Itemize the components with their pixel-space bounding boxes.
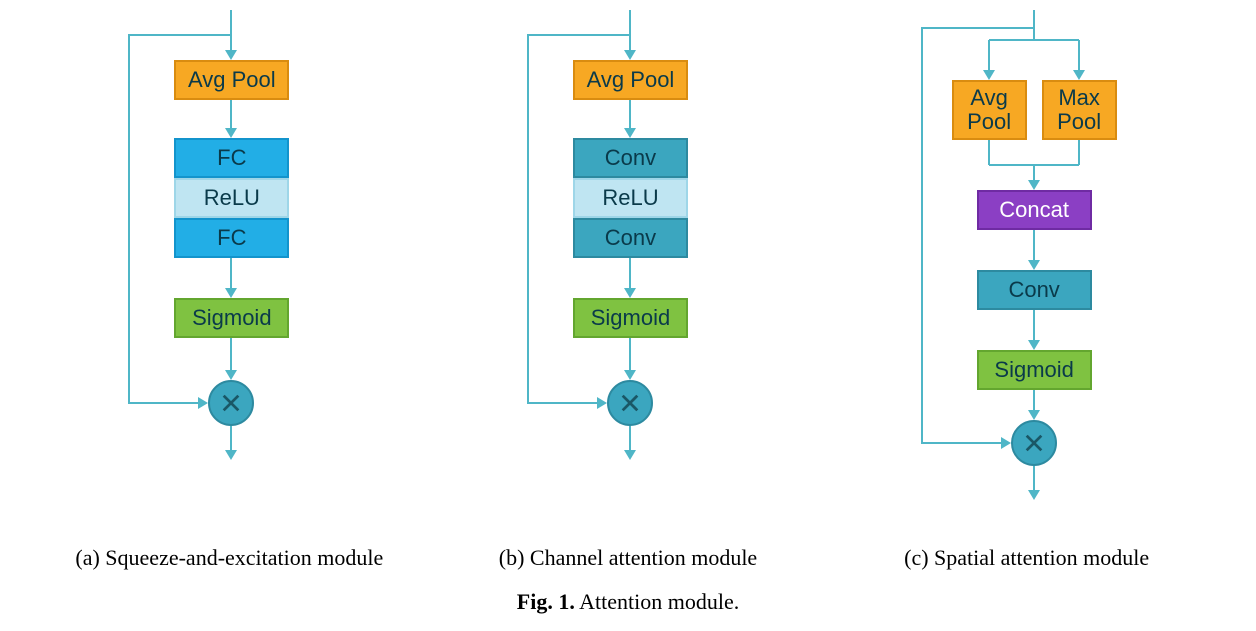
multiply-channel bbox=[607, 380, 653, 426]
block-spatial-concat: Concat bbox=[977, 190, 1092, 230]
block-channel-relu: ReLU bbox=[573, 178, 688, 218]
block-channel-conv2: Conv bbox=[573, 218, 688, 258]
block-channel-conv1: Conv bbox=[573, 138, 688, 178]
multiply-spatial bbox=[1011, 420, 1057, 466]
block-spatial-avgpool: Avg Pool bbox=[952, 80, 1027, 140]
figure-title: Attention module. bbox=[579, 589, 739, 614]
module-spatial: Avg PoolMax Pool Concat Conv Sigmoid bbox=[837, 10, 1217, 530]
figure-label: Fig. 1. bbox=[517, 589, 575, 614]
multiply-se bbox=[208, 380, 254, 426]
block-se-fc2: FC bbox=[174, 218, 289, 258]
block-channel-avgpool: Avg Pool bbox=[573, 60, 688, 100]
module-captions-row: (a) Squeeze-and-excitation module (b) Cha… bbox=[0, 545, 1256, 571]
block-se-sigmoid: Sigmoid bbox=[174, 298, 289, 338]
diagram-spatial: Avg PoolMax Pool Concat Conv Sigmoid bbox=[887, 10, 1167, 530]
block-channel-sigmoid: Sigmoid bbox=[573, 298, 688, 338]
block-spatial-sigmoid: Sigmoid bbox=[977, 350, 1092, 390]
attention-module-figure: Avg PoolFCReLUFCSigmoidAvg PoolConvReLUC… bbox=[0, 0, 1256, 540]
module-se: Avg Pool FCReLUFC Sigmoid bbox=[39, 10, 419, 530]
caption-spatial: (c) Spatial attention module bbox=[837, 545, 1217, 571]
figure-caption: Fig. 1. Attention module. bbox=[0, 589, 1256, 615]
diagram-se: Avg Pool FCReLUFC Sigmoid bbox=[89, 10, 369, 530]
caption-channel: (b) Channel attention module bbox=[438, 545, 818, 571]
block-se-relu: ReLU bbox=[174, 178, 289, 218]
block-se-fc1: FC bbox=[174, 138, 289, 178]
caption-se: (a) Squeeze-and-excitation module bbox=[39, 545, 419, 571]
diagram-channel: Avg Pool ConvReLUConv Sigmoid bbox=[488, 10, 768, 530]
block-spatial-maxpool: Max Pool bbox=[1042, 80, 1117, 140]
block-se-avgpool: Avg Pool bbox=[174, 60, 289, 100]
block-spatial-conv: Conv bbox=[977, 270, 1092, 310]
module-channel: Avg Pool ConvReLUConv Sigmoid bbox=[438, 10, 818, 530]
